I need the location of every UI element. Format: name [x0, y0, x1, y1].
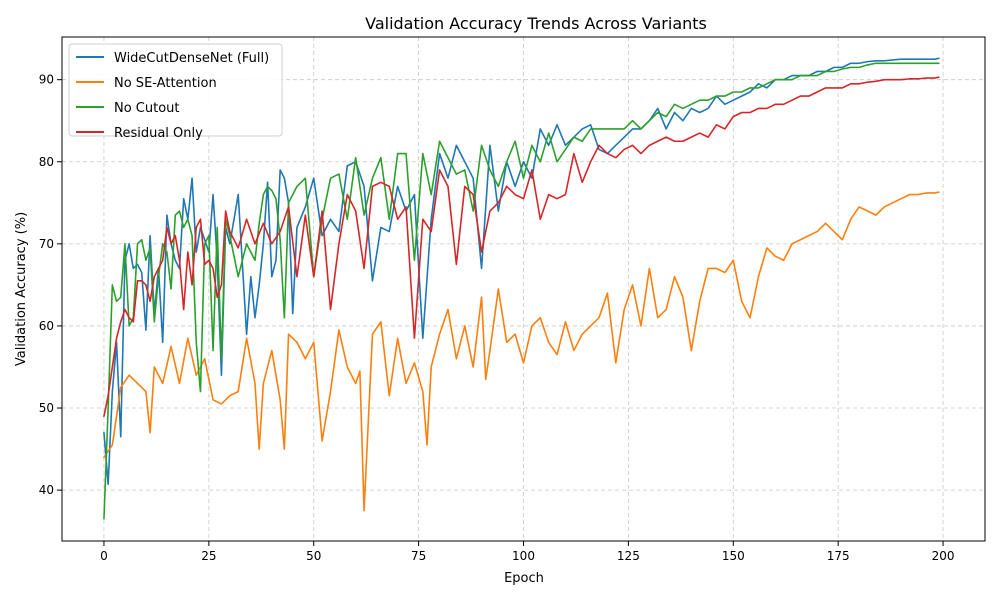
- x-tick-label: 200: [932, 549, 955, 563]
- series-line-3: [103, 76, 940, 418]
- legend-label: No SE-Attention: [114, 76, 217, 91]
- y-axis-label: Validation Accuracy (%): [14, 212, 29, 366]
- legend-label: No Cutout: [114, 101, 180, 116]
- y-tick-label: 50: [39, 401, 54, 415]
- x-tick-label: 150: [722, 549, 745, 563]
- series-lines: [103, 57, 940, 520]
- legend-label: Residual Only: [114, 126, 203, 141]
- x-tick-label: 25: [201, 549, 216, 563]
- y-tick-label: 60: [39, 319, 54, 333]
- y-tick-label: 70: [39, 237, 54, 251]
- x-axis-ticks: 0 25 50 75 100 125 150 175 200: [100, 541, 954, 563]
- x-tick-label: 125: [617, 549, 640, 563]
- y-tick-label: 40: [39, 483, 54, 497]
- y-tick-label: 80: [39, 155, 54, 169]
- legend: WideCutDenseNet (Full) No SE-Attention No …: [68, 43, 283, 141]
- chart-title: Validation Accuracy Trends Across Varian…: [365, 14, 707, 33]
- y-axis-ticks: 40 50 60 70 80 90: [39, 73, 62, 497]
- y-tick-label: 90: [39, 73, 54, 87]
- x-axis-label: Epoch: [504, 571, 544, 586]
- legend-frame: [68, 43, 283, 137]
- x-tick-label: 0: [100, 549, 108, 563]
- series-line-1: [103, 191, 940, 512]
- x-tick-label: 100: [512, 549, 535, 563]
- x-tick-label: 75: [411, 549, 426, 563]
- legend-label: WideCutDenseNet (Full): [114, 51, 269, 66]
- x-tick-label: 175: [827, 549, 850, 563]
- x-tick-label: 50: [306, 549, 321, 563]
- series-line-2: [103, 62, 940, 520]
